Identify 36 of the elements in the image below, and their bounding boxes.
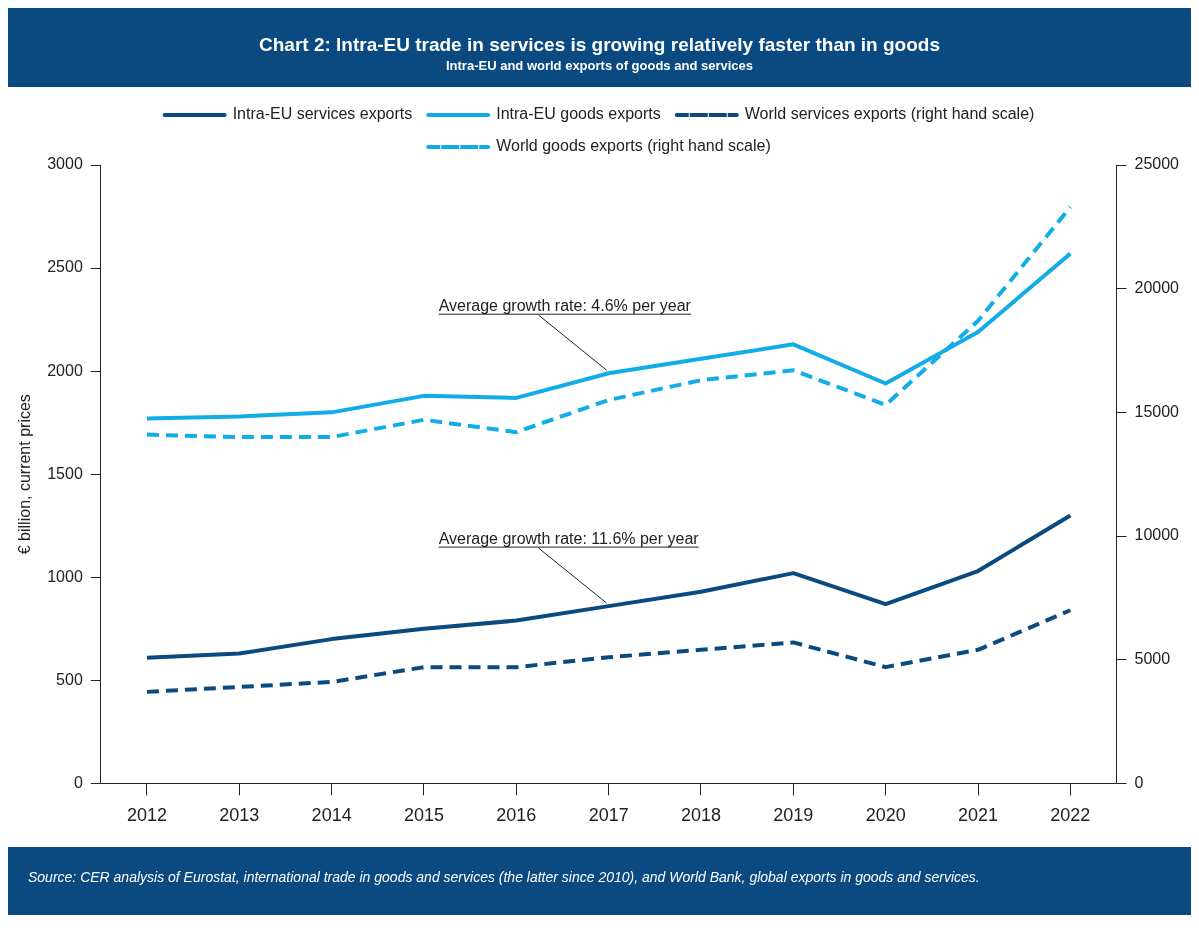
line-series xyxy=(144,205,1073,440)
y-tick-label: 3000 xyxy=(47,155,83,173)
annotation: Average growth rate: 11.6% per year xyxy=(438,530,700,548)
y2-tick-label: 0 xyxy=(1134,773,1144,791)
chart-subtitle: Intra-EU and world exports of goods and services xyxy=(445,58,754,73)
x-tick-label: 2022 xyxy=(1050,805,1091,826)
x-tick-label: 2021 xyxy=(957,805,999,826)
source-note: Source: CER analysis of Eurostat, international trade in goods and services (the latter since 2010), and World Bank, global exports in goods and services. xyxy=(28,869,981,885)
chart-title: Chart 2: Intra-EU trade in services is growing relatively faster than in goods xyxy=(258,34,941,56)
y-tick-label: 0 xyxy=(73,773,83,791)
legend-label: Intra-EU goods exports xyxy=(496,105,661,123)
y2-tick-label: 25000 xyxy=(1134,155,1180,173)
x-tick-label: 2020 xyxy=(865,805,906,826)
y2-tick-label: 5000 xyxy=(1134,650,1171,668)
legend-label: Intra-EU services exports xyxy=(232,105,413,123)
annotation: Average growth rate: 4.6% per year xyxy=(438,297,692,315)
y2-tick-label: 10000 xyxy=(1134,526,1180,544)
y-tick-label: 500 xyxy=(56,670,83,688)
y2-tick-label: 20000 xyxy=(1134,279,1180,297)
x-tick-label: 2013 xyxy=(219,805,260,826)
x-tick-label: 2015 xyxy=(403,805,444,826)
line-series xyxy=(144,608,1073,694)
x-tick-label: 2016 xyxy=(496,805,537,826)
x-tick-label: 2014 xyxy=(311,805,352,826)
legend-label: World services exports (right hand scale) xyxy=(744,105,1035,123)
y-tick-label: 2000 xyxy=(47,361,83,379)
x-tick-label: 2017 xyxy=(588,805,629,826)
y-tick-label: 1000 xyxy=(47,567,83,585)
x-tick-label: 2019 xyxy=(773,805,814,826)
legend-label: World goods exports (right hand scale) xyxy=(496,137,771,155)
y-tick-label: 2500 xyxy=(47,258,83,276)
x-tick-label: 2012 xyxy=(126,805,167,826)
x-tick-label: 2018 xyxy=(680,805,722,826)
y2-tick-label: 15000 xyxy=(1134,402,1180,420)
y-tick-label: 1500 xyxy=(47,464,83,482)
y-axis-title: € billion, current prices xyxy=(16,394,34,555)
